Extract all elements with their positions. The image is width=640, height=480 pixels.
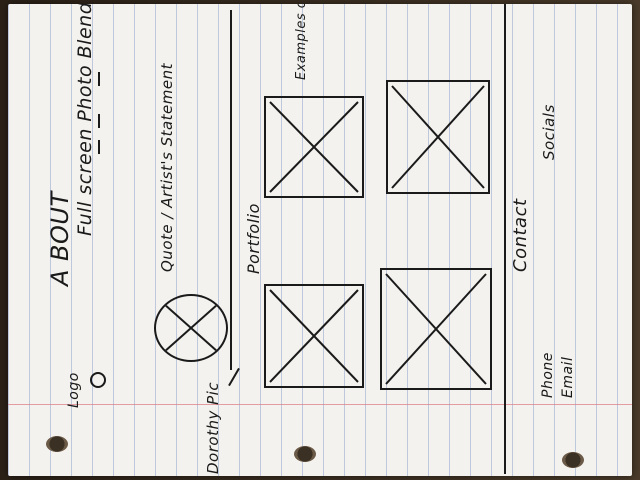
portfolio-image-placeholder <box>386 80 490 194</box>
tick-mark <box>98 114 100 128</box>
portfolio-note: Examples of work <box>294 4 309 80</box>
portfolio-heading: Portfolio <box>244 203 263 274</box>
punch-hole <box>46 436 68 452</box>
tick-mark <box>98 140 100 154</box>
profile-photo-placeholder <box>154 294 228 362</box>
contact-heading: Contact <box>510 198 531 272</box>
quote-label: Quote / Artist's Statement <box>158 62 176 272</box>
tick-mark <box>98 72 100 86</box>
logo-label: Logo <box>66 372 82 408</box>
hero-photo-blend-label: Full screen Photo Blend <box>74 4 96 236</box>
about-section-divider <box>230 10 232 370</box>
contact-section-divider <box>504 4 506 474</box>
paper-margin-line <box>8 404 632 405</box>
arrow-icon <box>228 367 240 387</box>
about-heading: A BOUT <box>46 191 74 286</box>
dorothy-pic-label: Dorothy Pic <box>204 381 222 474</box>
portfolio-image-placeholder <box>380 268 492 390</box>
socials-label: Socials <box>540 104 558 160</box>
punch-hole <box>562 452 584 468</box>
portfolio-image-placeholder <box>264 284 364 388</box>
portfolio-image-placeholder <box>264 96 364 198</box>
punch-hole <box>294 446 316 462</box>
email-label: Email <box>560 356 576 398</box>
phone-label: Phone <box>540 352 556 398</box>
logo-icon <box>90 372 106 388</box>
lined-paper-sheet: A BOUT Full screen Photo Blend Logo Quot… <box>8 4 632 476</box>
